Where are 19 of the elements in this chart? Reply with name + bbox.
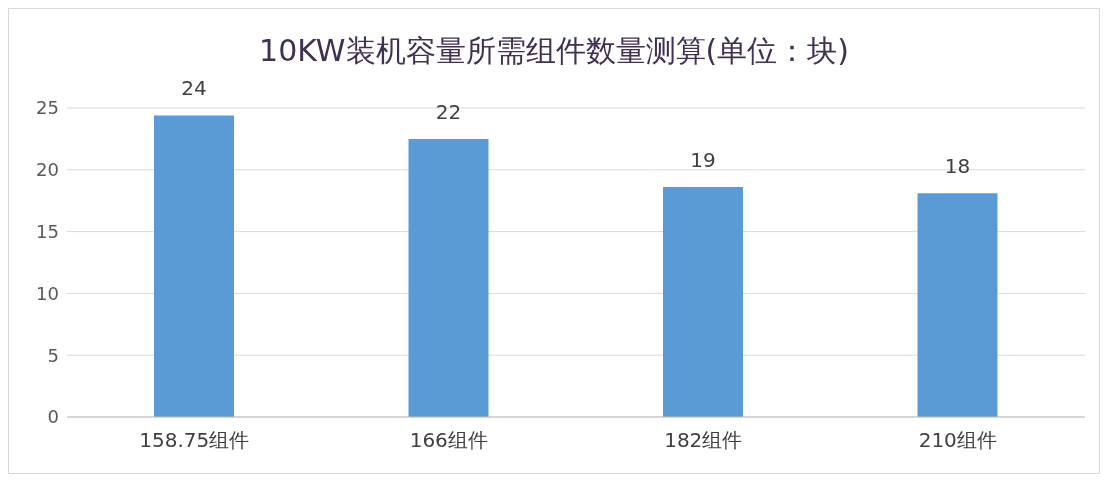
data-label: 19 — [690, 148, 716, 173]
x-tick-label: 182组件 — [664, 428, 743, 453]
y-tick-label: 20 — [36, 159, 59, 181]
bar — [663, 187, 743, 417]
x-tick-label: 166组件 — [409, 428, 488, 453]
data-label: 24 — [181, 76, 207, 101]
bar — [408, 138, 489, 417]
bar — [154, 115, 234, 417]
y-tick-label: 0 — [47, 406, 59, 428]
x-tick-label: 210组件 — [918, 428, 997, 453]
y-tick-label: 10 — [36, 282, 59, 304]
y-tick-label: 5 — [47, 344, 59, 366]
data-label: 22 — [435, 99, 462, 124]
bar — [917, 193, 998, 417]
data-label: 18 — [944, 154, 971, 179]
x-tick-label: 158.75组件 — [139, 428, 250, 453]
chart-title: 10KW装机容量所需组件数量测算(单位：块) — [258, 32, 850, 70]
y-tick-label: 15 — [36, 220, 59, 242]
y-tick-label: 25 — [36, 97, 59, 119]
